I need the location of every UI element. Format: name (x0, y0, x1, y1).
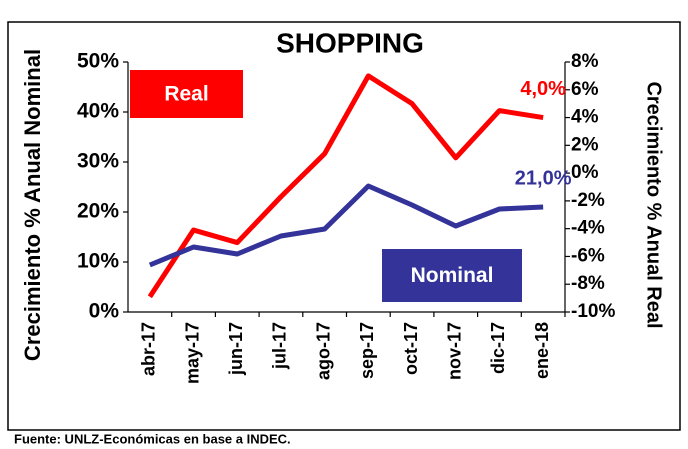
y2-tick-label: 0% (571, 162, 599, 183)
x-tick-label: abr-17 (139, 322, 159, 376)
x-tick-label: oct-17 (401, 322, 421, 375)
y-tick-label: 20% (77, 200, 119, 223)
x-tick-label: jun-17 (226, 322, 246, 376)
series-line (147, 73, 544, 299)
y-tick-label: 50% (77, 50, 119, 73)
legend-label: Nominal (411, 264, 494, 287)
y2-tick-label: -2% (571, 190, 605, 211)
legend-label: Real (164, 83, 208, 106)
x-tick-label: nov-17 (445, 322, 465, 380)
y-tick-label: 30% (77, 150, 119, 173)
y2-tick-label: -4% (571, 218, 605, 239)
y2-tick-label: 8% (571, 51, 599, 72)
x-tick-label: jul-17 (270, 322, 290, 370)
x-tick-label: dic-17 (488, 322, 508, 374)
legend-box (130, 70, 243, 118)
y2-tick-label: 2% (571, 134, 599, 155)
y-tick-label: 0% (89, 300, 120, 323)
x-tick-label: ago-17 (313, 322, 333, 380)
y2-tick-label: -8% (571, 273, 605, 294)
data-label: 21,0% (515, 167, 572, 189)
x-tick-label: sep-17 (357, 322, 377, 379)
y2-tick-label: 6% (571, 79, 599, 100)
data-label: 4,0% (520, 78, 566, 100)
y-axis-title: Crecimiento % Anual Nominal (20, 49, 45, 361)
chart-title: SHOPPING (276, 27, 424, 58)
y2-axis-title: Crecimiento % Anual Real (643, 81, 665, 328)
x-tick-label: ene-18 (532, 322, 552, 379)
y2-tick-label: -10% (571, 301, 615, 322)
y2-tick-label: 4% (571, 107, 599, 128)
source-note: Fuente: UNLZ-Económicas en base a INDEC. (14, 431, 291, 446)
x-tick-label: may-17 (182, 322, 202, 384)
y-tick-label: 40% (77, 100, 119, 123)
y2-tick-label: -6% (571, 245, 605, 266)
legend-box (382, 249, 522, 302)
y-tick-label: 10% (77, 250, 119, 273)
series-line (148, 183, 544, 268)
